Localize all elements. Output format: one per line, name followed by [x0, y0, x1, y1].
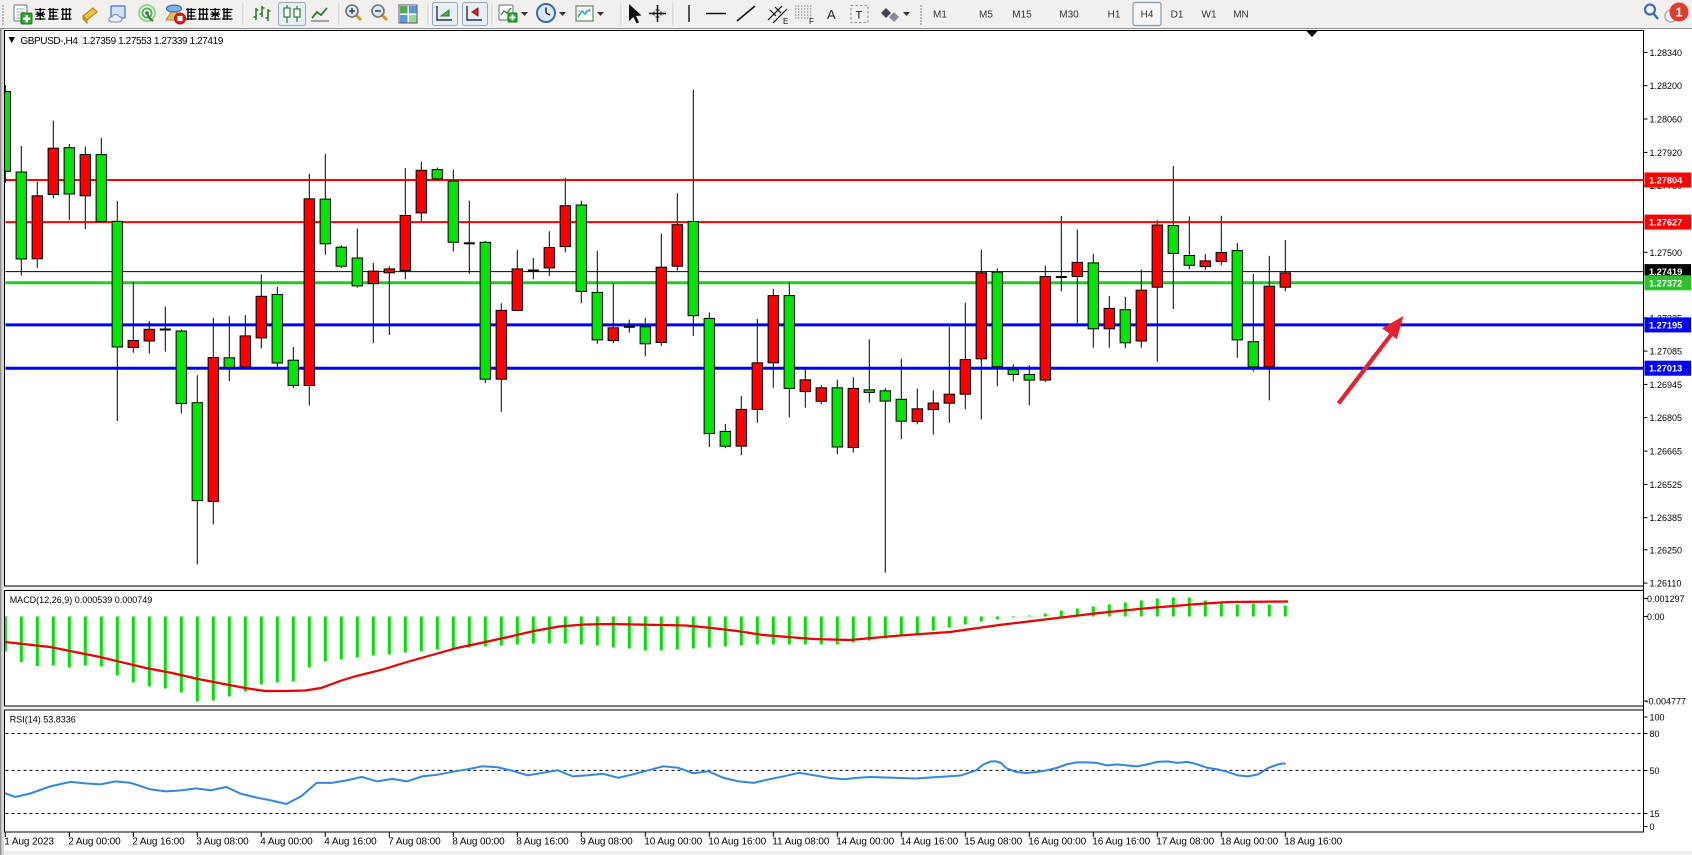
svg-text:1.27372: 1.27372 [1649, 278, 1682, 288]
svg-text:1.28060: 1.28060 [1650, 115, 1683, 125]
svg-text:17 Aug 08:00: 17 Aug 08:00 [1156, 837, 1214, 848]
svg-text:1 Aug 2023: 1 Aug 2023 [4, 837, 54, 848]
svg-text:16 Aug 16:00: 16 Aug 16:00 [1092, 837, 1150, 848]
svg-text:18 Aug 00:00: 18 Aug 00:00 [1220, 837, 1278, 848]
svg-text:1: 1 [1675, 5, 1682, 20]
svg-text:D1: D1 [1171, 10, 1184, 21]
svg-text:A: A [827, 7, 836, 22]
svg-text:1.26665: 1.26665 [1650, 447, 1683, 457]
svg-text:1.27013: 1.27013 [1649, 364, 1682, 374]
svg-text:1.27359 1.27553 1.27339 1.2741: 1.27359 1.27553 1.27339 1.27419 [82, 36, 223, 47]
svg-text:M5: M5 [979, 10, 993, 21]
svg-text:1.27804: 1.27804 [1649, 176, 1683, 186]
svg-text:8 Aug 00:00: 8 Aug 00:00 [452, 837, 505, 848]
svg-text:M1: M1 [933, 10, 947, 21]
svg-text:1.26110: 1.26110 [1650, 579, 1682, 589]
svg-text:F: F [809, 17, 814, 26]
svg-text:50: 50 [1650, 766, 1660, 776]
svg-text:8 Aug 16:00: 8 Aug 16:00 [516, 837, 569, 848]
svg-text:16 Aug 00:00: 16 Aug 00:00 [1028, 837, 1086, 848]
svg-text:1.26250: 1.26250 [1650, 545, 1683, 555]
svg-text:10 Aug 16:00: 10 Aug 16:00 [708, 837, 766, 848]
svg-text:1.27419: 1.27419 [1649, 267, 1682, 277]
svg-text:1.26525: 1.26525 [1650, 480, 1683, 490]
svg-text:E: E [783, 17, 788, 26]
svg-text:1.28340: 1.28340 [1650, 48, 1683, 58]
svg-text:1.27195: 1.27195 [1649, 320, 1682, 330]
svg-text:T: T [856, 10, 863, 22]
svg-text:-0.004777: -0.004777 [1646, 697, 1687, 707]
svg-text:1.27627: 1.27627 [1649, 218, 1682, 228]
svg-text:1.27085: 1.27085 [1650, 347, 1683, 357]
svg-text:GBPUSD-,H4: GBPUSD-,H4 [20, 36, 78, 47]
svg-text:1.27920: 1.27920 [1650, 148, 1683, 158]
svg-text:1.28200: 1.28200 [1650, 81, 1683, 91]
svg-text:M15: M15 [1012, 10, 1032, 21]
svg-text:10 Aug 00:00: 10 Aug 00:00 [644, 837, 702, 848]
svg-text:1.27500: 1.27500 [1650, 248, 1683, 258]
svg-text:0.00: 0.00 [1647, 612, 1665, 622]
svg-text:MACD(12,26,9) 0.000539 0.00074: MACD(12,26,9) 0.000539 0.000749 [10, 595, 153, 605]
svg-text:11 Aug 08:00: 11 Aug 08:00 [772, 837, 830, 848]
svg-text:M30: M30 [1059, 10, 1079, 21]
svg-text:18 Aug 16:00: 18 Aug 16:00 [1284, 837, 1342, 848]
svg-text:H4: H4 [1141, 10, 1154, 21]
svg-text:3 Aug 08:00: 3 Aug 08:00 [196, 837, 249, 848]
svg-text:9 Aug 08:00: 9 Aug 08:00 [580, 837, 633, 848]
svg-text:7 Aug 08:00: 7 Aug 08:00 [388, 837, 441, 848]
svg-text:1.26805: 1.26805 [1650, 413, 1683, 423]
svg-text:14 Aug 16:00: 14 Aug 16:00 [900, 837, 958, 848]
svg-text:2 Aug 16:00: 2 Aug 16:00 [132, 837, 185, 848]
svg-text:1.26945: 1.26945 [1650, 380, 1683, 390]
svg-text:15 Aug 08:00: 15 Aug 08:00 [964, 837, 1022, 848]
svg-text:4 Aug 00:00: 4 Aug 00:00 [260, 837, 313, 848]
svg-text:W1: W1 [1202, 10, 1217, 21]
svg-text:100: 100 [1650, 713, 1665, 723]
svg-text:MN: MN [1233, 10, 1249, 21]
svg-text:RSI(14) 53.8336: RSI(14) 53.8336 [10, 715, 76, 725]
svg-text:H1: H1 [1108, 10, 1121, 21]
svg-text:4 Aug 16:00: 4 Aug 16:00 [324, 837, 377, 848]
svg-text:1.26385: 1.26385 [1650, 513, 1683, 523]
svg-text:14 Aug 00:00: 14 Aug 00:00 [836, 837, 894, 848]
svg-text:15: 15 [1650, 809, 1660, 819]
svg-text:2 Aug 00:00: 2 Aug 00:00 [68, 837, 121, 848]
svg-text:80: 80 [1650, 729, 1660, 739]
svg-text:0.001297: 0.001297 [1647, 594, 1685, 604]
svg-text:0: 0 [1650, 822, 1655, 832]
